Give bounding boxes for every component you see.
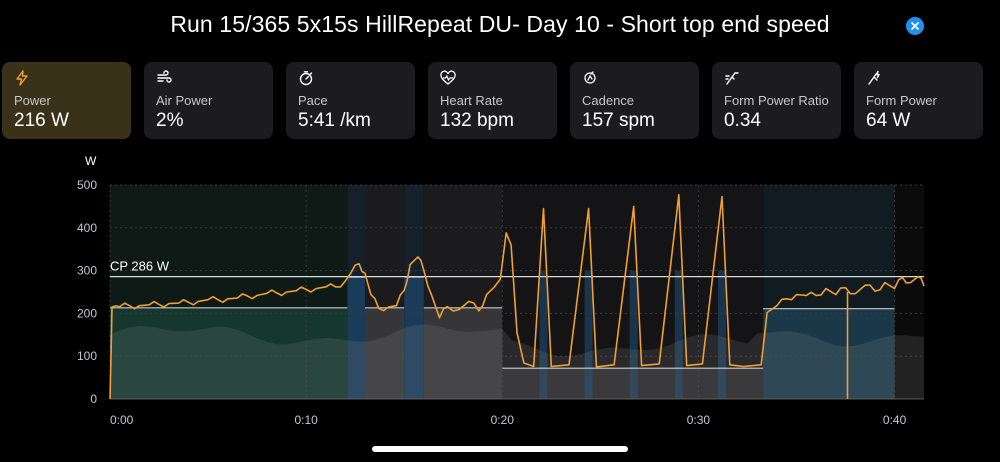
y-axis-label: W xyxy=(85,154,97,168)
y-axis-ticks: 0 100 200 300 400 500 xyxy=(77,178,97,406)
y-tick-label: 0 xyxy=(90,392,97,406)
heart-pulse-icon xyxy=(440,70,456,85)
form-power-icon xyxy=(868,70,880,85)
power-series xyxy=(109,194,925,400)
stopwatch-icon xyxy=(299,71,313,86)
metric-card-pace[interactable]: Pace 5:41 /km xyxy=(286,62,415,139)
wind-icon xyxy=(157,70,172,83)
metric-label: Air Power xyxy=(156,93,213,108)
metric-card-form-power[interactable]: Form Power 64 W xyxy=(854,62,983,139)
metric-card-form-power-ratio[interactable]: Form Power Ratio 0.34 xyxy=(712,62,841,139)
spike-band xyxy=(629,270,638,399)
x-tick-label: 0:20 xyxy=(491,413,515,427)
metric-label: Form Power Ratio xyxy=(724,93,829,108)
y-tick-label: 400 xyxy=(77,221,97,235)
x-tick-label: 0:00 xyxy=(110,413,134,427)
metric-card-cadence[interactable]: Cadence 157 spm xyxy=(570,62,699,139)
metric-cards: Power 216 W Air Power 2% Pace 5:41 /km H… xyxy=(2,62,1000,140)
interval-band xyxy=(423,307,503,399)
metric-card-heart-rate[interactable]: Heart Rate 132 bpm xyxy=(428,62,557,139)
y-tick-label: 500 xyxy=(77,178,97,192)
interval-band xyxy=(404,277,424,399)
x-tick-label: 0:30 xyxy=(687,413,711,427)
metric-value: 64 W xyxy=(866,110,911,131)
metric-value: 157 spm xyxy=(582,110,655,131)
spike-band xyxy=(584,270,593,399)
x-axis-ticks: 0:00 0:10 0:20 0:30 0:40 xyxy=(110,413,907,427)
spike-band xyxy=(674,270,683,399)
power-chart[interactable]: W CP 286 W 0 100 200 300 400 500 0:00 0:10 0:20… xyxy=(0,148,1000,440)
metric-value: 2% xyxy=(156,110,184,131)
form-ratio-icon xyxy=(725,72,739,85)
metric-card-air-power[interactable]: Air Power 2% xyxy=(144,62,273,139)
cp-label: CP 286 W xyxy=(110,259,170,274)
x-tick-label: 0:10 xyxy=(294,413,318,427)
metric-value: 216 W xyxy=(14,110,69,131)
spike-band xyxy=(717,270,726,399)
metric-value: 132 bpm xyxy=(440,110,514,131)
interval-band xyxy=(110,307,348,399)
metric-label: Pace xyxy=(298,93,328,108)
metric-value: 5:41 /km xyxy=(298,110,371,131)
grid-lines xyxy=(109,184,924,400)
home-indicator[interactable] xyxy=(372,446,628,452)
workout-title: Run 15/365 5x15s HillRepeat DU- Day 10 -… xyxy=(170,11,830,37)
y-tick-label: 100 xyxy=(77,349,97,363)
secondary-area xyxy=(110,324,924,399)
interval-band xyxy=(763,308,895,399)
power-line xyxy=(109,194,925,400)
y-tick-label: 300 xyxy=(77,264,97,278)
metric-label: Heart Rate xyxy=(440,93,503,108)
cadence-icon xyxy=(584,71,596,84)
close-icon xyxy=(911,22,919,30)
metric-value: 0.34 xyxy=(724,110,761,131)
spike-band xyxy=(539,270,548,399)
metric-label: Power xyxy=(14,93,51,108)
close-button[interactable] xyxy=(906,17,924,35)
interval-band xyxy=(347,277,365,399)
metric-card-power[interactable]: Power 216 W xyxy=(2,62,131,139)
metric-label: Cadence xyxy=(582,93,635,108)
metric-label: Form Power xyxy=(866,93,937,108)
secondary-profile-area xyxy=(110,324,924,399)
x-tick-label: 0:40 xyxy=(883,413,907,427)
cooldown-band xyxy=(894,185,924,399)
y-tick-label: 200 xyxy=(77,306,97,320)
lightning-icon xyxy=(16,70,28,86)
interval-band xyxy=(364,307,405,399)
interval-averages xyxy=(110,276,895,369)
